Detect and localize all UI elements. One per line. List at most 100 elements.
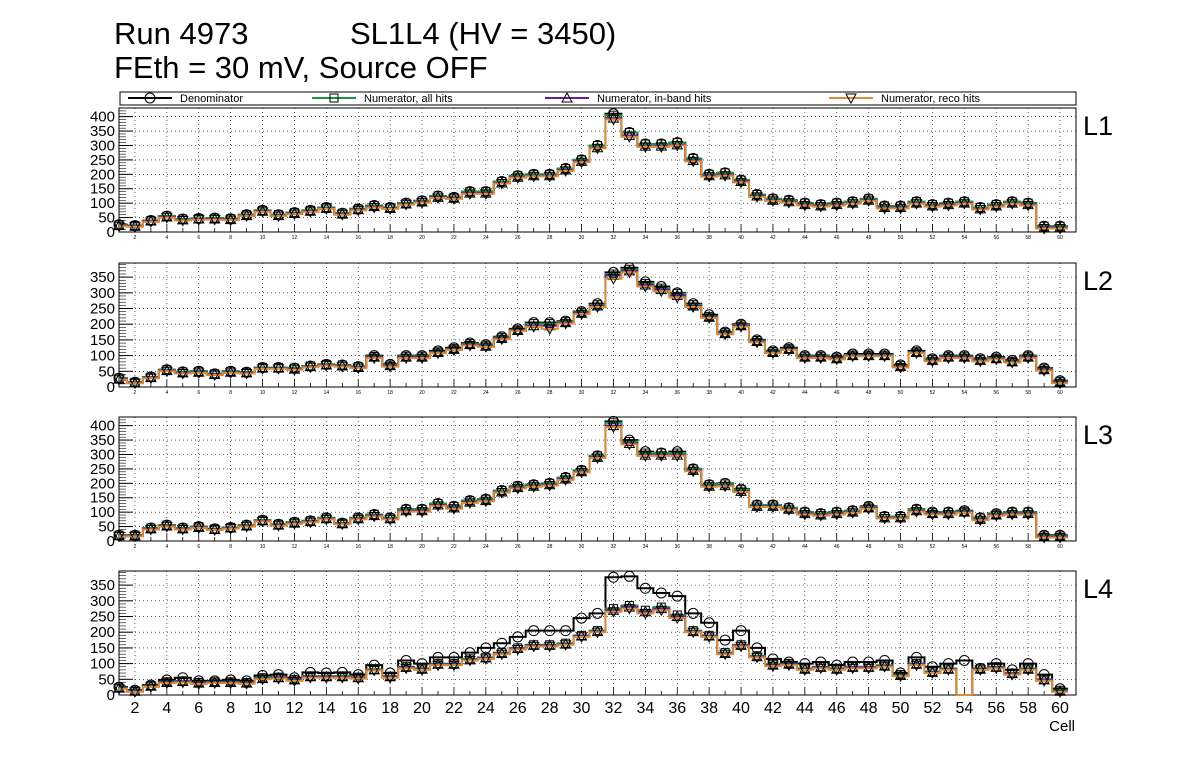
data-point <box>862 504 875 515</box>
x-tick-label: 54 <box>962 390 968 396</box>
data-point <box>814 661 827 672</box>
data-point <box>240 677 253 688</box>
data-point <box>862 196 875 207</box>
data-point <box>719 327 731 339</box>
data-point <box>958 508 971 519</box>
data-point <box>607 115 620 126</box>
data-point <box>527 322 540 333</box>
x-tick-label: 54 <box>962 544 968 550</box>
data-point <box>512 631 524 643</box>
data-point <box>990 661 1003 672</box>
legend-box <box>119 91 1077 106</box>
data-point <box>735 487 747 499</box>
data-point <box>511 642 524 654</box>
data-point <box>336 208 349 219</box>
data-point <box>607 607 620 618</box>
data-point <box>1006 358 1019 369</box>
x-tick-label: 6 <box>197 390 200 396</box>
data-point <box>416 198 428 209</box>
data-point <box>974 515 987 527</box>
x-tick-label: 16 <box>349 700 367 717</box>
x-tick-label: 40 <box>738 235 744 241</box>
x-tick-label: 60 <box>1051 700 1069 717</box>
data-point <box>448 501 460 513</box>
plot-frame <box>118 107 1077 233</box>
data-point <box>256 672 269 684</box>
data-point <box>161 676 173 687</box>
data-point <box>256 362 269 373</box>
data-point <box>176 215 189 227</box>
data-point <box>703 480 715 491</box>
series-line <box>119 607 1069 696</box>
x-tick-label: 48 <box>866 235 872 241</box>
data-point <box>272 519 285 530</box>
x-tick-label: 34 <box>643 390 649 396</box>
data-point <box>814 511 827 522</box>
legend-item: Numerator, all hits <box>312 93 453 105</box>
data-point <box>511 171 524 182</box>
data-point <box>511 481 524 493</box>
data-point <box>176 213 189 225</box>
data-point <box>527 482 540 493</box>
data-point <box>623 132 636 143</box>
data-point <box>224 678 237 690</box>
data-point <box>814 200 827 211</box>
data-point <box>129 687 141 698</box>
y-tick-label: 50 <box>98 363 115 380</box>
x-tick-label: 58 <box>1019 700 1037 717</box>
x-tick-label: 24 <box>483 390 489 396</box>
title-settings: FEth = 30 mV, Source OFF <box>114 50 488 85</box>
y-tick-label: 300 <box>90 446 115 463</box>
data-point <box>846 508 859 519</box>
data-point <box>352 205 365 217</box>
y-tick-label: 150 <box>90 181 115 198</box>
data-point <box>1038 363 1050 375</box>
y-tick-label: 200 <box>90 316 115 333</box>
x-tick-label: 12 <box>292 235 298 241</box>
data-point <box>814 663 827 675</box>
data-point <box>894 671 907 683</box>
data-point <box>958 353 971 365</box>
data-point <box>113 682 125 693</box>
data-point <box>288 207 301 219</box>
data-point <box>495 485 508 497</box>
x-tick-label: 12 <box>292 544 298 550</box>
data-point <box>910 346 923 357</box>
data-point <box>799 351 811 362</box>
data-point <box>910 197 923 208</box>
data-point <box>846 506 859 517</box>
data-point <box>416 351 428 362</box>
x-tick-label: 8 <box>229 544 232 550</box>
x-tick-label: 6 <box>194 700 203 717</box>
data-point <box>543 639 556 650</box>
data-point <box>607 274 620 285</box>
x-tick-label: 30 <box>579 390 585 396</box>
data-point <box>384 204 396 215</box>
x-tick-label: 56 <box>993 235 999 241</box>
data-point <box>1054 533 1066 544</box>
x-tick-label: 20 <box>419 390 425 396</box>
data-point <box>719 481 731 493</box>
data-point <box>655 449 668 460</box>
data-point <box>974 205 987 216</box>
data-point <box>320 514 333 526</box>
legend-label: Numerator, in-band hits <box>597 93 712 105</box>
x-tick-label: 44 <box>802 390 808 396</box>
data-point <box>767 346 779 357</box>
x-tick-label: 32 <box>611 235 617 241</box>
data-point <box>591 143 604 155</box>
data-point <box>799 353 811 365</box>
x-tick-label: 22 <box>445 700 463 717</box>
data-point <box>575 632 588 643</box>
x-tick-label: 44 <box>796 700 814 717</box>
data-point <box>671 449 684 460</box>
x-tick-label: 24 <box>483 544 489 550</box>
data-point <box>814 351 827 362</box>
data-point <box>894 363 907 374</box>
x-tick-label: 24 <box>483 235 489 241</box>
x-tick-label: 48 <box>866 390 872 396</box>
data-point <box>448 651 460 663</box>
data-point <box>495 334 508 346</box>
